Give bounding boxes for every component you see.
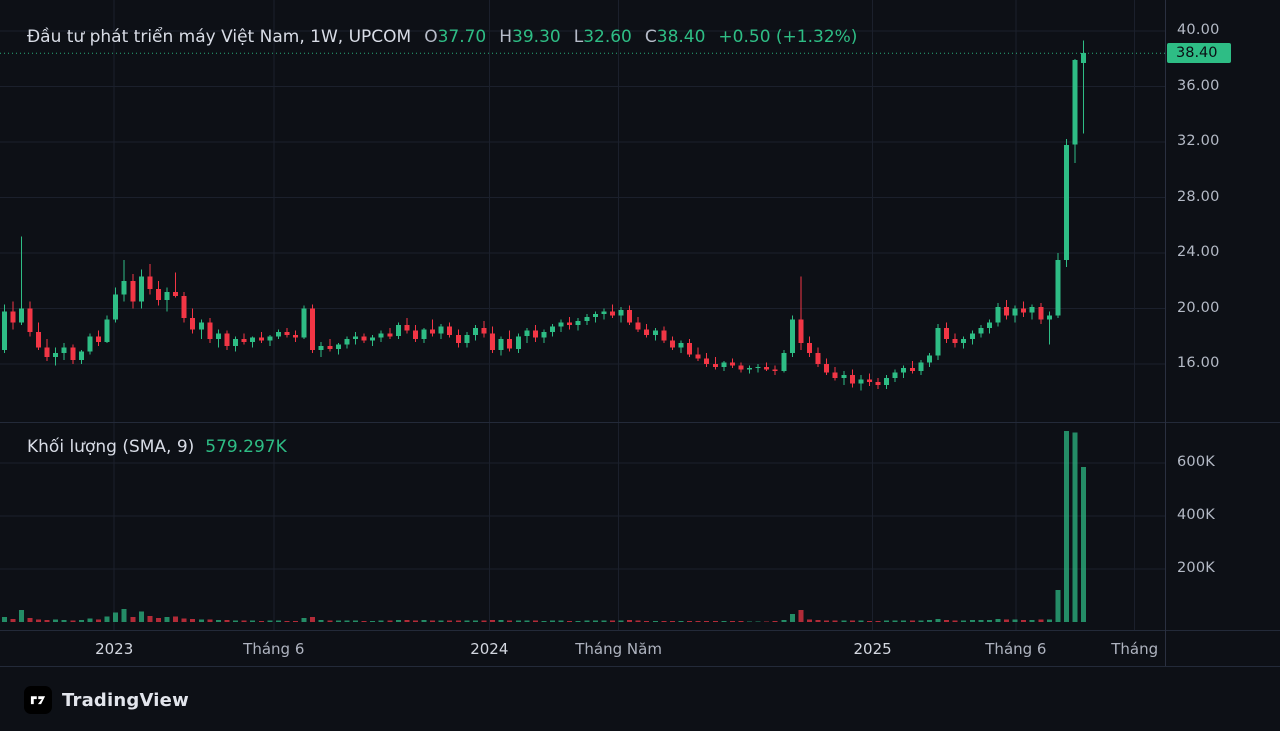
candlestick-chart [0, 0, 1165, 422]
volume-indicator-label[interactable]: Khối lượng (SMA, 9) [27, 437, 195, 457]
low-label: L [573, 27, 584, 47]
last-price-badge: 38.40 [1167, 43, 1231, 64]
high-label: H [499, 27, 513, 47]
time-tick-label: Tháng Năm [575, 640, 662, 658]
volume-tick-label: 200K [1177, 560, 1215, 576]
volume-chart-pane[interactable] [0, 423, 1165, 630]
pane-divider[interactable] [0, 422, 1280, 423]
chart-bottom-border [0, 666, 1280, 667]
time-axis-divider [0, 630, 1280, 631]
price-axis[interactable]: 40.00 36.00 32.00 28.00 24.00 20.00 16.00 38.4… [1166, 0, 1280, 666]
price-chart-pane[interactable] [0, 0, 1165, 422]
price-tick-label: 40.00 [1177, 22, 1220, 38]
time-tick-label: Tháng 6 [243, 640, 305, 658]
volume-bars-chart [0, 423, 1165, 630]
time-tick-label: 2023 [95, 640, 134, 658]
volume-tick-label: 600K [1177, 454, 1215, 470]
brand-name: TradingView [62, 689, 189, 711]
volume-indicator-value: 579.297K [205, 437, 287, 457]
time-tick-label: 2025 [853, 640, 892, 658]
price-tick-label: 36.00 [1177, 77, 1220, 94]
time-tick-label: 2024 [470, 640, 509, 658]
time-axis[interactable]: 2023 Tháng 6 2024 Tháng Năm 2025 Tháng 6 Tháng [0, 631, 1165, 666]
tradingview-logo-icon[interactable] [24, 686, 52, 714]
high-value: 39.30 [512, 27, 561, 47]
price-tick-label: 24.00 [1177, 244, 1220, 260]
tv-mark-icon [30, 696, 46, 705]
footer-brand[interactable]: TradingView [24, 686, 189, 714]
price-tick-label: 16.00 [1177, 355, 1220, 371]
close-value: 38.40 [656, 27, 706, 47]
close-label: C [644, 27, 657, 47]
symbol-title[interactable]: Đầu tư phát triển máy Việt Nam, 1W, UPCO… [27, 27, 412, 47]
price-tick-label: 20.00 [1177, 299, 1220, 316]
change-value: +0.50 (+1.32%) [718, 27, 858, 47]
low-value: 32.60 [583, 27, 632, 47]
price-tick-label: 28.00 [1177, 188, 1220, 205]
open-value: 37.70 [437, 27, 487, 47]
symbol-legend: Đầu tư phát triển máy Việt Nam, 1W, UPCO… [27, 27, 857, 47]
time-tick-label: Tháng [1111, 640, 1159, 658]
price-tick-label: 32.00 [1177, 133, 1220, 149]
volume-tick-label: 400K [1177, 507, 1215, 523]
price-axis-divider [1165, 0, 1166, 666]
volume-legend: Khối lượng (SMA, 9) 579.297K [27, 437, 287, 457]
time-tick-label: Tháng 6 [985, 640, 1047, 658]
open-label: O [424, 27, 438, 47]
